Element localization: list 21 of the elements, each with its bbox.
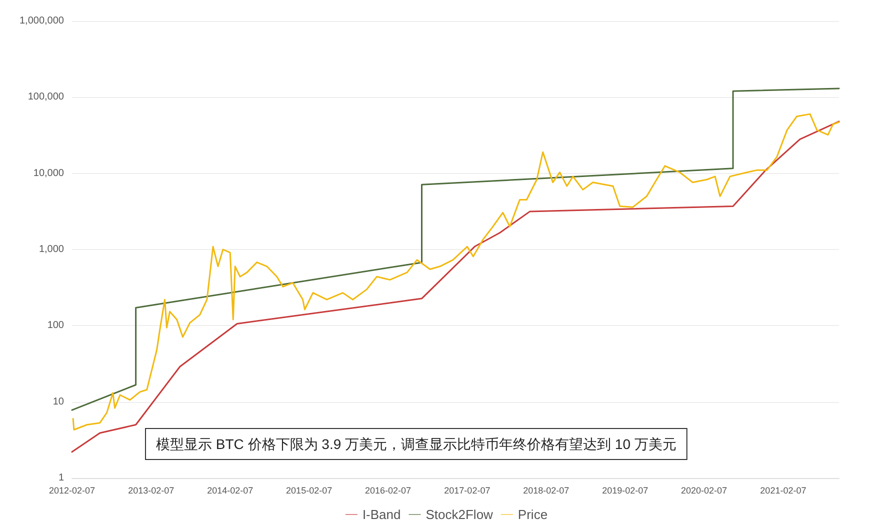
y-tick-label: 100 xyxy=(47,320,64,332)
x-tick-label: 2020-02-07 xyxy=(681,486,728,496)
x-tick-label: 2021-02-07 xyxy=(760,486,806,496)
x-tick-label: 2019-02-07 xyxy=(602,486,648,496)
y-tick-label: 1,000 xyxy=(38,244,64,255)
y-tick-label: 1,000,000 xyxy=(20,16,64,26)
x-tick-label: 2017-02-07 xyxy=(444,486,490,496)
y-tick-label: 10,000 xyxy=(33,168,64,179)
legend-label: Stock2Flow xyxy=(426,507,494,522)
x-tick-label: 2015-02-07 xyxy=(286,486,332,496)
y-tick-label: 100,000 xyxy=(28,92,64,103)
y-tick-label: 1 xyxy=(58,472,64,484)
x-tick-label: 2013-02-07 xyxy=(128,486,174,496)
y-tick-label: 10 xyxy=(52,396,64,408)
x-tick-label: 2014-02-07 xyxy=(207,486,254,496)
x-tick-label: 2018-02-07 xyxy=(523,486,570,496)
legend-label: I-Band xyxy=(362,507,401,522)
legend-label: Price xyxy=(518,507,548,522)
x-tick-label: 2012-02-07 xyxy=(48,486,96,496)
x-tick-label: 2016-02-07 xyxy=(364,486,412,496)
annotation: 模型显示 BTC 价格下限为 3.9 万美元，调查显示比特币年终价格有望达到 10 万美元 xyxy=(156,436,676,452)
